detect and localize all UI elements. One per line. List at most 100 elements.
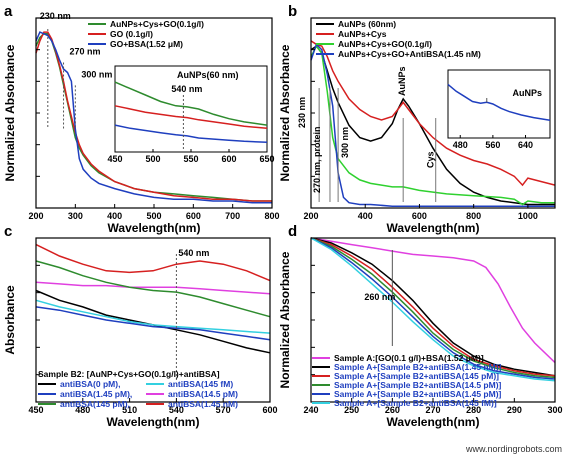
inset-x-tick-label: 650: [259, 154, 274, 164]
x-tick-label: 600: [412, 211, 427, 221]
inset-title: AuNPs(60 nm): [177, 70, 239, 80]
inset-x-tick-label: 560: [485, 140, 500, 150]
x-tick-label: 270: [425, 405, 440, 415]
panel-letter: d: [288, 223, 297, 240]
x-tick-label: 280: [466, 405, 481, 415]
inset: 480 560 640 AuNPs: [447, 69, 551, 150]
legend-entry: antiBSA(0 pM),: [60, 379, 120, 389]
series-line-2: [35, 31, 272, 204]
series-line-1: [35, 299, 271, 334]
legend-entry: Sample A:[GO(0.1 g/l)+BSA(1.52 μM)]: [334, 353, 484, 363]
y-axis-title: Normalized Absorbance: [3, 44, 17, 181]
inset-x-tick-label: 550: [183, 154, 198, 164]
inset-title: AuNPs: [512, 88, 542, 98]
inset-x-tick-label: 480: [453, 140, 468, 150]
x-tick-label: 300: [547, 405, 562, 415]
annotation-label: 270 nm: [70, 46, 101, 56]
series-line-0: [310, 45, 555, 206]
x-tick-label: 200: [28, 211, 43, 221]
inset-x-tick-label: 640: [518, 140, 533, 150]
annotation-label: 270 nm, protein: [312, 126, 322, 193]
panel-letter: b: [288, 3, 297, 20]
legend-entry: AuNPs+Cys+GO(0.1g/l): [110, 19, 204, 29]
series-line-3: [310, 43, 555, 207]
annotation-label: Cys: [426, 151, 436, 168]
series-line-3: [35, 281, 271, 295]
annotation-label: 230 nm: [297, 97, 307, 128]
inset-annotation: 540 nm: [171, 84, 202, 94]
series-line-5: [35, 243, 271, 282]
legend-entry: antiBSA(145 pM),: [60, 399, 130, 409]
x-tick-label: 400: [358, 211, 373, 221]
legend-entry: antiBSA(145 fM): [168, 379, 233, 389]
x-tick-label: 200: [303, 211, 318, 221]
legend-entry: Sample A+[Sample B2+antiBSA(14.5 pM)]: [334, 380, 502, 390]
legend-title: Sample B2: [AuNP+Cys+GO(0.1g/l)+antiBSA]: [38, 369, 220, 379]
x-tick-label: 300: [68, 211, 83, 221]
series-line-3: [310, 237, 556, 379]
panel-b: b 200 400 600 800 1000 Wavelength(nm) Normalize…: [278, 3, 556, 235]
inset-series-line-0: [114, 81, 268, 126]
legend-entry: Sample A+[Sample B2+antiBSA(1.45 pM)]: [334, 389, 502, 399]
inset-frame: [114, 65, 268, 153]
series-line-1: [310, 40, 556, 187]
x-tick-label: 400: [107, 211, 122, 221]
legend-entry: AuNPs+Cys+GO+AntiBSA(1.45 nM): [338, 49, 481, 59]
series-line-5: [310, 237, 556, 382]
legend-entry: AuNPs (60nm): [338, 19, 396, 29]
panel-letter: a: [4, 3, 13, 20]
legend-entry: Sample A+[Sample B2+antiBSA(1.45 nM)]: [334, 362, 502, 372]
x-tick-label: 600: [186, 211, 201, 221]
x-tick-label: 480: [75, 405, 90, 415]
x-axis-title: Wavelength(nm): [387, 221, 480, 235]
annotation-label: 540 nm: [178, 248, 209, 258]
x-axis-title: Wavelength(nm): [107, 415, 200, 429]
annotation-label: 230 nm: [40, 11, 71, 21]
legend-entry: AuNPs+Cys: [338, 29, 387, 39]
series-line-4: [310, 237, 556, 380]
x-axis-title: Wavelength(nm): [108, 221, 201, 235]
legend: AuNPs (60nm)AuNPs+CysAuNPs+Cys+GO(0.1g/l…: [316, 19, 481, 59]
legend-entry: Sample A+[Sample B2+antiBSA(145 fM)]: [334, 398, 497, 408]
inset: 450 500 550 600 650 AuNPs(60 nm) 540 nm: [107, 65, 275, 164]
inset-series-line-2: [114, 124, 268, 144]
legend: Sample A:[GO(0.1 g/l)+BSA(1.52 μM)]Sampl…: [312, 353, 502, 408]
legend-entry: Sample A+[Sample B2+antiBSA(145 pM)]: [334, 371, 499, 381]
inset-series-line-0: [447, 83, 551, 121]
x-tick-label: 240: [303, 405, 318, 415]
series-line-2: [310, 237, 556, 377]
y-axis-title: Normalized Absorbance: [278, 44, 292, 181]
legend-entry: GO+BSA(1.52 μM): [110, 39, 183, 49]
inset-x-tick-label: 450: [107, 154, 122, 164]
legend-entry: antiBSA(1.45 nM): [168, 399, 238, 409]
x-axis-title: Wavelength(nm): [387, 415, 480, 429]
x-tick-label: 450: [28, 405, 43, 415]
series-line-2: [310, 44, 555, 206]
legend-entry: AuNPs+Cys+GO(0.1g/l): [338, 39, 432, 49]
annotation-label: 260 nm: [364, 292, 395, 302]
inset-x-tick-label: 500: [145, 154, 160, 164]
x-tick-label: 1000: [518, 211, 538, 221]
series-line-0: [310, 237, 556, 364]
series-line-1: [310, 237, 556, 377]
x-tick-label: 500: [146, 211, 161, 221]
panel-a: a 200 300 400 500 600 700 800 Wavelength(nm) Norm…: [3, 3, 280, 235]
legend-entry: antiBSA(1.45 pM),: [60, 389, 132, 399]
inset-x-tick-label: 600: [221, 154, 236, 164]
inset-series-line-1: [114, 105, 268, 130]
legend-entry: GO (0.1g/l): [110, 29, 153, 39]
series-line-2: [35, 306, 271, 341]
x-tick-label: 290: [507, 405, 522, 415]
x-tick-label: 800: [264, 211, 279, 221]
annotation-label: AuNPs: [397, 66, 407, 96]
series-line-0: [35, 289, 271, 354]
x-tick-label: 700: [225, 211, 240, 221]
x-tick-label: 260: [385, 405, 400, 415]
x-tick-label: 510: [122, 405, 137, 415]
panel-d: d 240 250 260 270 280 290 300 Wavelength(nm) Norm…: [278, 223, 563, 429]
legend: Sample B2: [AuNP+Cys+GO(0.1g/l)+antiBSA]…: [38, 369, 238, 409]
x-tick-label: 250: [344, 405, 359, 415]
annotation-label: 300 nm: [340, 127, 350, 158]
y-axis-title: Normalized Absorbance: [278, 251, 292, 388]
